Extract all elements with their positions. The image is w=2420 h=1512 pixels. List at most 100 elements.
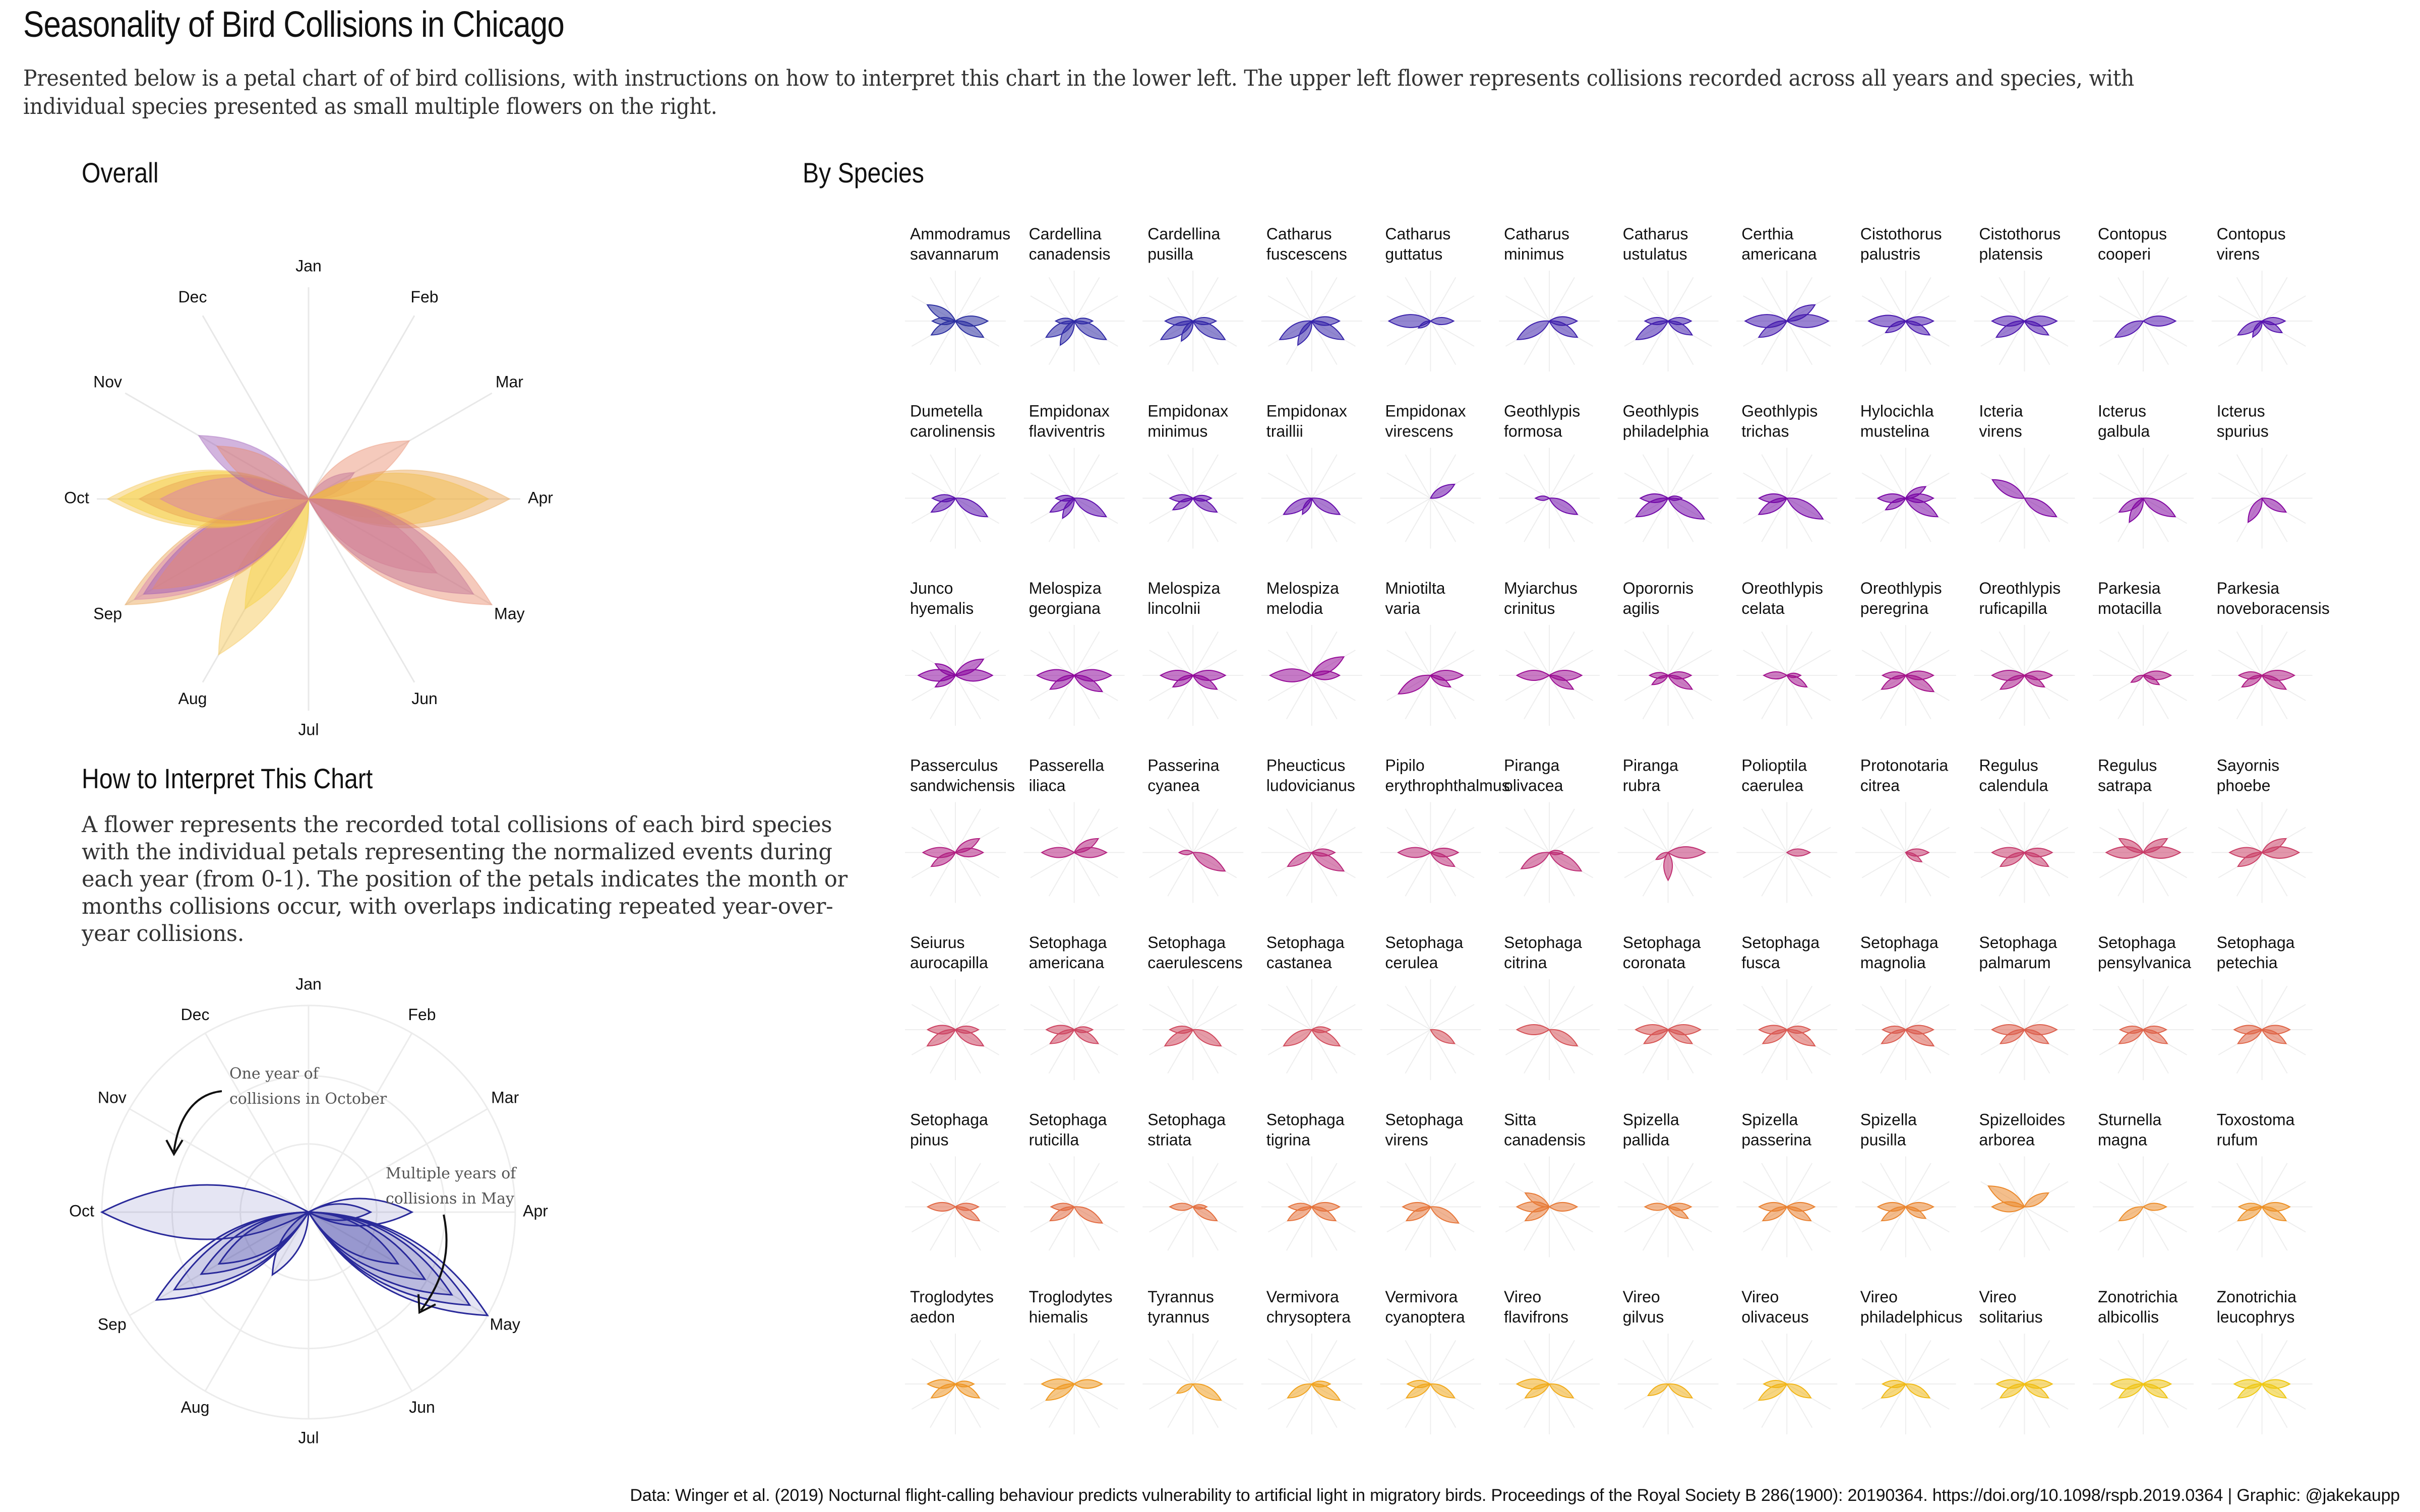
species-setophaga-coronata-spoke-dec xyxy=(1642,985,1669,1030)
example-spoke-feb xyxy=(308,1033,413,1213)
species-polioptila-caerulea-spoke-nov xyxy=(1743,827,1787,853)
species-vireo-solitarius-spoke-mar xyxy=(2024,1358,2069,1384)
species-myiarchus-crinitus-spoke-dec xyxy=(1524,631,1550,676)
species-tyrannus-tyrannus-spoke-feb xyxy=(1192,1340,1219,1384)
species-setophaga-tigrina-spoke-dec xyxy=(1286,1163,1312,1208)
species-petal-geothlypis-philadelphia-oct-0 xyxy=(1639,493,1669,503)
species-junco-hyemalis-spoke-jun xyxy=(955,675,981,720)
overall-petal-sep-3 xyxy=(151,498,310,590)
species-petal-vermivora-chrysoptera-may-0 xyxy=(1311,1383,1341,1401)
species-setophaga-petechia-spoke-feb xyxy=(2261,985,2288,1030)
overall-flower: Jan Feb Mar Apr May Jun Jul Aug Sep Oct Nov Dec xyxy=(64,257,553,738)
species-flower-melospiza-lincolnii: Melospiza lincolnii xyxy=(1142,579,1244,726)
species-petal-setophaga-virens-may-0 xyxy=(1429,1206,1460,1224)
species-petal-toxostoma-rufum-oct-0 xyxy=(2237,1203,2263,1211)
species-petal-spizella-pallida-oct-0 xyxy=(1644,1203,1669,1211)
species-regulus-satrapa-spoke-feb xyxy=(2143,808,2169,853)
species-vireo-flavifrons-spoke-feb xyxy=(1549,1340,1575,1384)
species-petal-seiurus-aurocapilla-oct-0 xyxy=(926,1025,956,1035)
overall-spoke-jun xyxy=(308,498,415,683)
species-setophaga-fusca-spoke-dec xyxy=(1761,985,1788,1030)
species-epithet-label: palustris xyxy=(1860,245,1920,263)
species-oreothlypis-celata-spoke-sep xyxy=(1743,675,1787,701)
species-petal-cistothorus-platensis-may-0 xyxy=(2023,320,2049,336)
species-epithet-label: calendula xyxy=(1979,777,2048,795)
species-genus-label: Catharus xyxy=(1266,225,1332,243)
species-flower-icterus-galbula: Icterus galbula xyxy=(2093,402,2194,549)
example-petal-apr-0 xyxy=(307,1203,373,1221)
species-vireo-flavifrons-spoke-jun xyxy=(1549,1383,1575,1428)
species-epithet-label: varia xyxy=(1385,599,1420,617)
species-toxostoma-rufum-spoke-dec xyxy=(2236,1163,2263,1208)
species-epithet-label: mustelina xyxy=(1860,422,1929,440)
species-pheucticus-ludovicianus-spoke-dec xyxy=(1286,808,1312,853)
species-setophaga-virens-spoke-dec xyxy=(1405,1163,1431,1208)
species-flower-zonotrichia-albicollis: Zonotrichia albicollis xyxy=(2093,1288,2194,1434)
example-month-mar: Mar xyxy=(491,1088,519,1106)
species-empidonax-virescens-spoke-jun xyxy=(1430,497,1457,542)
overall-petal-nov-0 xyxy=(197,434,310,500)
species-setophaga-cerulea-spoke-sep xyxy=(1386,1029,1431,1055)
species-cistothorus-palustris-spoke-dec xyxy=(1880,277,1906,322)
species-petal-catharus-ustulatus-oct-0 xyxy=(1644,317,1669,326)
species-genus-label: Ammodramus xyxy=(910,225,1010,243)
species-melospiza-lincolnii-spoke-jun xyxy=(1192,675,1219,720)
species-vireo-philadelphicus-spoke-feb xyxy=(1905,1340,1931,1384)
species-genus-label: Vireo xyxy=(1979,1288,2016,1306)
species-flower-cardellina-canadensis: Cardellina canadensis xyxy=(1023,225,1125,371)
species-petal-passerculus-sandwichensis-apr-0 xyxy=(954,847,985,858)
species-geothlypis-formosa-spoke-sep xyxy=(1505,497,1550,524)
species-spizella-pallida-spoke-jun xyxy=(1667,1206,1694,1251)
species-petal-certhia-americana-oct-0 xyxy=(1744,314,1788,328)
species-passerella-iliaca-spoke-aug xyxy=(1048,852,1075,897)
species-flower-setophaga-striata: Setophaga striata xyxy=(1142,1111,1244,1257)
species-cardellina-pusilla-spoke-feb xyxy=(1192,277,1219,322)
species-epithet-label: carolinensis xyxy=(910,422,995,440)
species-petal-setophaga-palmarum-may-0 xyxy=(2023,1029,2049,1044)
species-tyrannus-tyrannus-spoke-aug xyxy=(1167,1383,1194,1428)
species-petal-regulus-calendula-oct-0 xyxy=(1990,847,2026,858)
howto-text: A flower represents the recorded total c… xyxy=(82,812,848,947)
species-passerculus-sandwichensis-spoke-jun xyxy=(955,852,981,897)
species-setophaga-pinus-spoke-nov xyxy=(911,1181,956,1208)
species-petal-empidonax-flaviventris-may-0 xyxy=(1073,497,1108,518)
species-mniotilta-varia-spoke-feb xyxy=(1430,631,1457,676)
species-vireo-gilvus-spoke-dec xyxy=(1642,1340,1669,1384)
species-piranga-rubra-spoke-jun xyxy=(1667,852,1694,897)
species-epithet-label: georgiana xyxy=(1029,599,1101,617)
species-junco-hyemalis-spoke-dec xyxy=(930,631,956,676)
species-genus-label: Polioptila xyxy=(1741,757,1807,775)
species-epithet-label: citrina xyxy=(1504,954,1547,972)
species-genus-label: Spizella xyxy=(1741,1111,1798,1129)
example-month-apr: Apr xyxy=(523,1202,548,1220)
species-flower-icteria-virens: Icteria virens xyxy=(1974,402,2075,549)
species-epithet-label: iliaca xyxy=(1029,777,1066,795)
species-seiurus-aurocapilla-spoke-feb xyxy=(955,985,981,1030)
species-sitta-canadensis-spoke-may xyxy=(1549,1206,1594,1233)
species-epithet-label: virescens xyxy=(1385,422,1453,440)
species-spizelloides-arborea-spoke-feb xyxy=(2024,1163,2050,1208)
species-spizella-pallida-spoke-mar xyxy=(1668,1181,1712,1208)
species-setophaga-caerulescens-spoke-dec xyxy=(1167,985,1194,1030)
species-petal-setophaga-fusca-oct-0 xyxy=(1758,1025,1788,1035)
species-genus-label: Setophaga xyxy=(2098,933,2176,952)
species-setophaga-magnolia-spoke-nov xyxy=(1861,1004,1906,1030)
species-geothlypis-formosa-spoke-dec xyxy=(1524,454,1550,499)
species-petal-troglodytes-aedon-oct-0 xyxy=(926,1379,956,1389)
species-petal-icteria-virens-may-0 xyxy=(2023,497,2058,518)
species-epithet-label: canadensis xyxy=(1504,1131,1586,1149)
species-setophaga-americana-spoke-feb xyxy=(1073,985,1100,1030)
species-petal-setophaga-magnolia-oct-0 xyxy=(1881,1025,1907,1034)
species-setophaga-pensylvanica-spoke-mar xyxy=(2143,1004,2188,1030)
species-zonotrichia-albicollis-spoke-mar xyxy=(2143,1358,2188,1384)
species-genus-label: Myiarchus xyxy=(1504,579,1578,597)
overall-spoke-sep xyxy=(125,498,309,606)
species-genus-label: Spizella xyxy=(1623,1111,1679,1129)
species-piranga-olivacea-spoke-feb xyxy=(1549,808,1575,853)
species-melospiza-lincolnii-spoke-feb xyxy=(1192,631,1219,676)
species-petal-geothlypis-formosa-oct-0 xyxy=(1534,495,1550,501)
species-genus-label: Cardellina xyxy=(1029,225,1102,243)
species-hylocichla-mustelina-spoke-aug xyxy=(1880,497,1906,542)
species-flower-vermivora-chrysoptera: Vermivora chrysoptera xyxy=(1261,1288,1362,1434)
species-flower-junco-hyemalis: Junco hyemalis xyxy=(905,579,1006,726)
